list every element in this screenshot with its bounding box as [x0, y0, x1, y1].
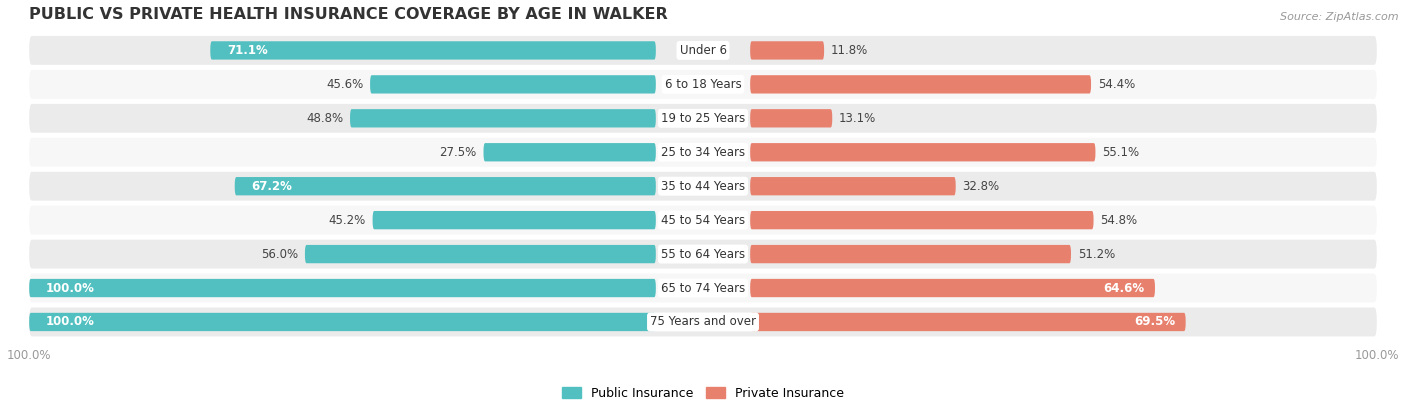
FancyBboxPatch shape — [30, 138, 1376, 167]
Text: Source: ZipAtlas.com: Source: ZipAtlas.com — [1281, 12, 1399, 22]
Text: 54.4%: 54.4% — [1098, 78, 1135, 91]
FancyBboxPatch shape — [30, 279, 655, 297]
FancyBboxPatch shape — [30, 206, 1376, 235]
Text: 67.2%: 67.2% — [252, 180, 292, 193]
Text: 32.8%: 32.8% — [963, 180, 1000, 193]
FancyBboxPatch shape — [484, 143, 655, 161]
FancyBboxPatch shape — [751, 211, 1094, 229]
Legend: Public Insurance, Private Insurance: Public Insurance, Private Insurance — [557, 382, 849, 405]
Text: 19 to 25 Years: 19 to 25 Years — [661, 112, 745, 125]
Text: Under 6: Under 6 — [679, 44, 727, 57]
FancyBboxPatch shape — [211, 41, 655, 59]
Text: 71.1%: 71.1% — [228, 44, 269, 57]
FancyBboxPatch shape — [30, 104, 1376, 133]
FancyBboxPatch shape — [350, 109, 655, 128]
FancyBboxPatch shape — [30, 70, 1376, 99]
Text: 75 Years and over: 75 Years and over — [650, 316, 756, 328]
Text: 55 to 64 Years: 55 to 64 Years — [661, 247, 745, 261]
Text: 45.6%: 45.6% — [326, 78, 363, 91]
FancyBboxPatch shape — [751, 177, 956, 195]
FancyBboxPatch shape — [751, 245, 1071, 263]
FancyBboxPatch shape — [30, 36, 1376, 65]
Text: 45 to 54 Years: 45 to 54 Years — [661, 214, 745, 227]
FancyBboxPatch shape — [751, 143, 1095, 161]
FancyBboxPatch shape — [751, 109, 832, 128]
FancyBboxPatch shape — [305, 245, 655, 263]
FancyBboxPatch shape — [30, 273, 1376, 302]
Text: PUBLIC VS PRIVATE HEALTH INSURANCE COVERAGE BY AGE IN WALKER: PUBLIC VS PRIVATE HEALTH INSURANCE COVER… — [30, 7, 668, 22]
FancyBboxPatch shape — [751, 75, 1091, 93]
Text: 100.0%: 100.0% — [46, 316, 96, 328]
Text: 54.8%: 54.8% — [1101, 214, 1137, 227]
Text: 51.2%: 51.2% — [1078, 247, 1115, 261]
Text: 45.2%: 45.2% — [329, 214, 366, 227]
Text: 65 to 74 Years: 65 to 74 Years — [661, 282, 745, 294]
FancyBboxPatch shape — [30, 172, 1376, 201]
Text: 11.8%: 11.8% — [831, 44, 868, 57]
FancyBboxPatch shape — [751, 41, 824, 59]
FancyBboxPatch shape — [30, 240, 1376, 268]
FancyBboxPatch shape — [30, 313, 655, 331]
FancyBboxPatch shape — [235, 177, 655, 195]
FancyBboxPatch shape — [370, 75, 655, 93]
FancyBboxPatch shape — [30, 308, 1376, 337]
Text: 69.5%: 69.5% — [1135, 316, 1175, 328]
Text: 25 to 34 Years: 25 to 34 Years — [661, 146, 745, 159]
Text: 55.1%: 55.1% — [1102, 146, 1139, 159]
FancyBboxPatch shape — [751, 279, 1154, 297]
Text: 48.8%: 48.8% — [307, 112, 343, 125]
FancyBboxPatch shape — [751, 313, 1185, 331]
Text: 56.0%: 56.0% — [262, 247, 298, 261]
Text: 27.5%: 27.5% — [440, 146, 477, 159]
Text: 6 to 18 Years: 6 to 18 Years — [665, 78, 741, 91]
Text: 13.1%: 13.1% — [839, 112, 876, 125]
Text: 100.0%: 100.0% — [46, 282, 96, 294]
Text: 64.6%: 64.6% — [1104, 282, 1144, 294]
Text: 35 to 44 Years: 35 to 44 Years — [661, 180, 745, 193]
FancyBboxPatch shape — [373, 211, 655, 229]
